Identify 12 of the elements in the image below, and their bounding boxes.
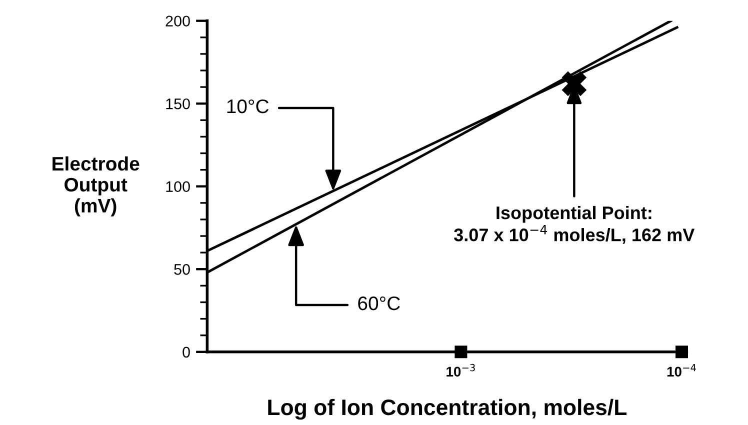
x-tick-label: 10$^{−4}$ (667, 364, 696, 377)
annotation: 10°C (227, 99, 269, 114)
annotation: Isopotential Point: 3.07 x 10$^{−4}$ moles/L, 162 mV (454, 206, 695, 244)
y-axis-title: Electrode Output (mV) (52, 156, 140, 216)
x-tick-label: 10$^{−3}$ (446, 364, 475, 377)
x-axis-title: Log of Ion Concentration, moles/L (268, 398, 627, 420)
y-tick-label: 0 (182, 346, 190, 358)
y-tick-label: 50 (174, 264, 190, 275)
annotation: 60°C (358, 296, 400, 310)
y-tick-label: 150 (166, 98, 190, 110)
y-tick-label: 100 (166, 181, 190, 192)
y-tick-label: 200 (166, 16, 190, 27)
